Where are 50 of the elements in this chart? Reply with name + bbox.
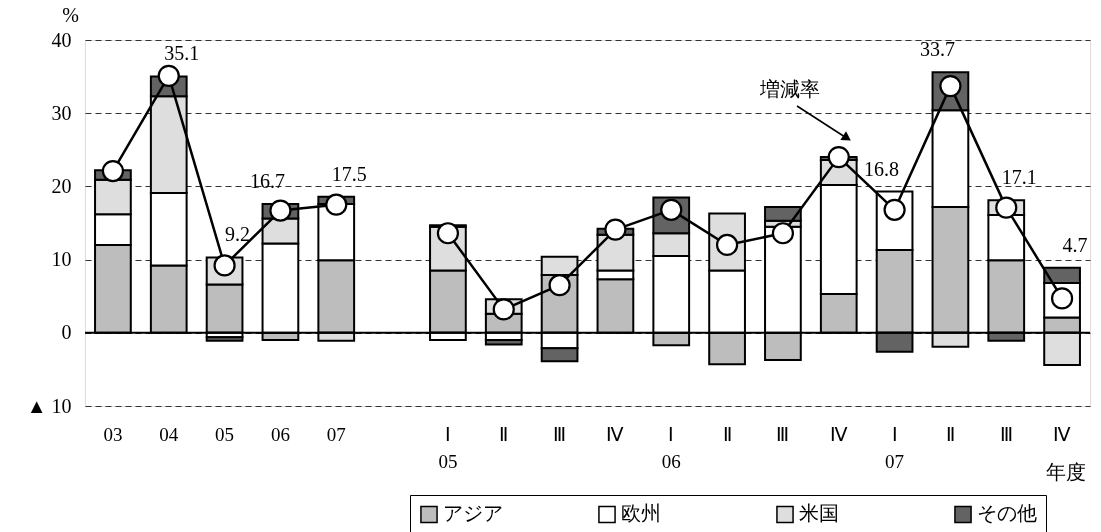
y-tick-label: ▲ 10 bbox=[26, 394, 72, 417]
data-label: 17.5 bbox=[331, 162, 367, 185]
x-tick-label: Ⅰ 05 bbox=[438, 423, 458, 472]
x-tick-label: Ⅳ bbox=[829, 423, 848, 445]
data-label: 17.1 bbox=[1001, 166, 1037, 189]
text: 増減率 bbox=[759, 78, 820, 100]
x-tick-label: Ⅱ bbox=[945, 423, 955, 445]
y-tick-label: 40 bbox=[51, 28, 72, 51]
x-tick-label: 05 bbox=[215, 423, 235, 445]
x-axis-title: 年度 bbox=[1045, 460, 1086, 483]
point bbox=[995, 196, 1018, 219]
x-tick-label: 04 bbox=[159, 423, 179, 445]
x-tick-label: Ⅰ 06 bbox=[661, 423, 681, 472]
y-tick-label: 10 bbox=[51, 248, 72, 271]
legend-label: 欧州 bbox=[621, 502, 661, 525]
x-tick-label: Ⅲ bbox=[553, 423, 567, 445]
x-tick-label: 03 bbox=[103, 423, 123, 445]
data-label: 33.7 bbox=[919, 38, 955, 61]
data-label: 4.7 bbox=[1062, 233, 1088, 256]
x-tick-label: Ⅳ bbox=[1053, 423, 1072, 445]
data-label: 35.1 bbox=[164, 41, 200, 64]
point bbox=[771, 222, 795, 245]
x-tick-label: 06 bbox=[270, 423, 290, 445]
y-tick-label: 0 bbox=[61, 321, 72, 344]
legend-label: その他 bbox=[977, 502, 1037, 525]
y-tick-label: 20 bbox=[51, 174, 72, 197]
x-tick-label: Ⅱ bbox=[722, 423, 732, 445]
data-label: 16.7 bbox=[249, 169, 285, 192]
point bbox=[548, 274, 571, 297]
x-tick-label: 07 bbox=[326, 423, 346, 445]
point bbox=[269, 199, 292, 222]
legend-label: アジア bbox=[443, 502, 503, 525]
y-axis-title: % bbox=[62, 3, 79, 26]
data-label: 16.8 bbox=[864, 157, 900, 180]
x-tick-label: Ⅳ bbox=[606, 423, 625, 445]
legend-label: 米国 bbox=[799, 502, 839, 525]
point bbox=[604, 218, 627, 241]
x-tick-label: Ⅱ bbox=[499, 423, 509, 445]
point bbox=[157, 64, 180, 87]
point bbox=[101, 159, 125, 183]
bar bbox=[205, 336, 244, 342]
x-tick-label: Ⅲ bbox=[776, 423, 790, 445]
point bbox=[436, 222, 460, 245]
point bbox=[827, 146, 850, 169]
y-tick-label: 30 bbox=[51, 101, 72, 124]
point bbox=[492, 298, 515, 321]
data-label: 9.2 bbox=[225, 223, 251, 246]
point bbox=[325, 193, 348, 216]
x-tick-label: Ⅰ 07 bbox=[885, 423, 905, 472]
x-tick-label: Ⅲ bbox=[999, 423, 1013, 445]
